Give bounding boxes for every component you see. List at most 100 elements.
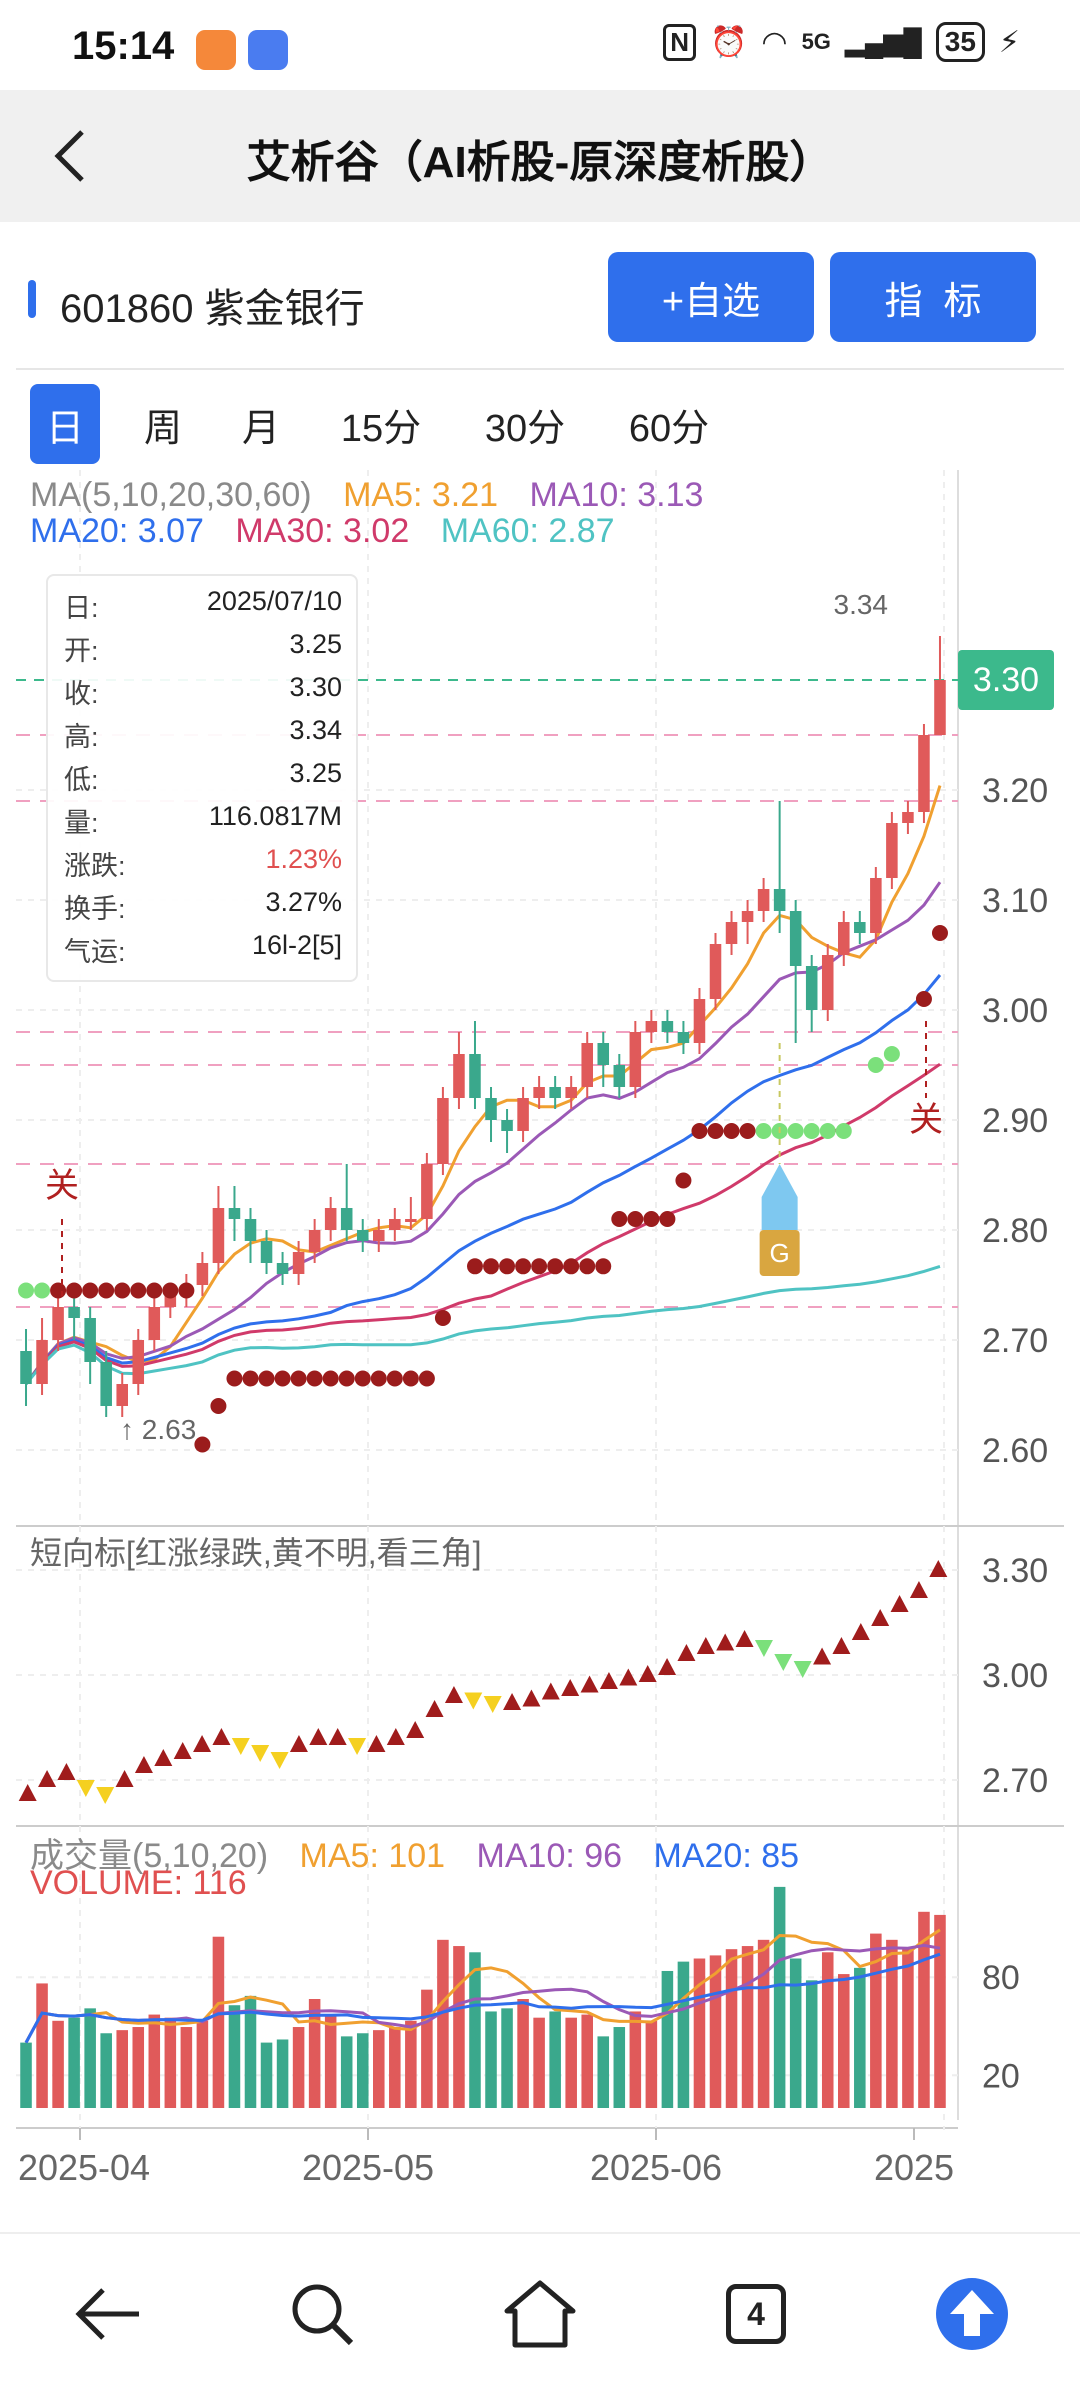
back-button[interactable] — [30, 116, 110, 196]
info-row: 日: 2025/07/10 — [64, 586, 342, 626]
stock-row: 601860 紫金银行 +自选 指 标 — [0, 232, 1080, 362]
volume-bar — [469, 1952, 481, 2108]
indicator-triangle-up — [619, 1668, 638, 1686]
info-key: 日: — [64, 593, 99, 623]
ma30-line — [24, 1062, 941, 1385]
info-value: 3.30 — [289, 672, 342, 702]
signal-icon: ▂▄▆█ — [844, 26, 922, 57]
candle-body — [613, 1065, 626, 1087]
tab-30min[interactable]: 30分 — [484, 407, 566, 450]
candle-body — [581, 1043, 593, 1087]
volume-bar — [212, 1936, 225, 2108]
volume-bar — [597, 2036, 610, 2108]
volume-bar — [693, 1958, 706, 2108]
high-price-label: 3.34 — [834, 589, 889, 620]
volume-bar — [854, 1967, 866, 2108]
nav-home-button[interactable] — [490, 2264, 590, 2364]
tab-month[interactable]: 月 — [241, 407, 280, 450]
volume-bar — [20, 2042, 32, 2108]
candle-body — [196, 1263, 209, 1285]
indicator-triangle-down — [348, 1738, 367, 1755]
indicator-triangle-up — [18, 1784, 37, 1801]
volume-bar — [68, 2017, 80, 2108]
ma20-legend: MA20: 3.07 — [30, 512, 204, 550]
indicator-triangle-up — [677, 1644, 696, 1661]
tab-day[interactable]: 日 — [30, 384, 100, 464]
candle-body — [870, 878, 882, 933]
volume-bar — [228, 2005, 241, 2108]
ma60-line — [24, 1264, 941, 1385]
indicator-triangle-up — [832, 1637, 851, 1654]
info-value: 3.27% — [265, 887, 342, 917]
current-price-tag: 3.30 — [958, 650, 1054, 710]
indicator-triangle-up — [212, 1728, 231, 1745]
indicator-triangle-up — [367, 1735, 386, 1752]
honor-app-icon — [248, 30, 288, 70]
candle-body — [84, 1318, 96, 1362]
ma-legend-line1: MA(5,10,20,30,60) MA5: 3.21 MA10: 3.13 — [30, 476, 725, 515]
volume-bar — [276, 2039, 289, 2108]
info-value: 2025/07/10 — [206, 586, 342, 616]
candle-body — [292, 1252, 305, 1274]
volume-ma10: MA10: 96 — [476, 1837, 623, 1875]
indicator-triangle-up — [909, 1581, 928, 1598]
volume-bar — [870, 1933, 882, 2108]
ma10-legend: MA10: 3.13 — [529, 476, 704, 514]
volume-bar — [148, 2014, 161, 2108]
add-watchlist-button[interactable]: +自选 — [608, 252, 814, 342]
close-signal-left: 关 — [45, 1167, 79, 1205]
nav-back-button[interactable] — [58, 2264, 158, 2364]
indicator-triangle-up — [522, 1689, 541, 1707]
indicator-triangle-down — [76, 1780, 95, 1797]
scroll-top-icon — [936, 2278, 1008, 2350]
stock-chart[interactable]: 3.203.103.002.902.802.702.603.34↑ 2.63关关… — [0, 470, 1080, 2190]
candle-body — [821, 955, 834, 1010]
indicator-button[interactable]: 指 标 — [830, 252, 1036, 342]
nfc-icon: N — [663, 23, 697, 61]
candle-body — [693, 999, 706, 1043]
candle-body — [629, 1032, 642, 1087]
support-dot — [290, 1370, 307, 1387]
candle-body — [132, 1340, 145, 1384]
candle-body — [421, 1164, 433, 1219]
indicator-triangle-down — [96, 1787, 115, 1804]
x-axis-label: 2025 — [874, 2147, 954, 2188]
back-arrow-icon — [75, 2288, 139, 2340]
volume-bar — [918, 1911, 930, 2108]
info-key: 高: — [64, 722, 99, 752]
nav-tabs-button[interactable]: 4 — [706, 2264, 806, 2364]
candle-body — [405, 1219, 417, 1222]
info-value: 1.23% — [265, 844, 342, 874]
info-key: 开: — [64, 636, 99, 666]
volume-bar — [677, 1961, 690, 2108]
tab-60min[interactable]: 60分 — [628, 407, 710, 450]
indicator-triangle-up — [425, 1700, 444, 1717]
volume-bar — [757, 1939, 770, 2108]
status-time: 15:14 — [72, 24, 175, 68]
indicator-triangle-down — [483, 1696, 502, 1713]
low-price-label: ↑ 2.63 — [120, 1414, 196, 1445]
support-dot — [547, 1258, 564, 1275]
ma10-line — [24, 881, 942, 1385]
indicator-triangle-up — [444, 1686, 463, 1703]
volume-bar — [741, 1946, 754, 2108]
info-key: 涨跌: — [64, 851, 126, 881]
stock-name: 601860 紫金银行 — [60, 287, 365, 331]
nav-scroll-top-button[interactable] — [922, 2264, 1022, 2364]
candle-body — [854, 922, 866, 933]
tab-15min[interactable]: 15分 — [340, 407, 422, 450]
tab-week[interactable]: 周 — [143, 407, 182, 450]
indicator-triangle-up — [328, 1728, 347, 1745]
price-axis-label: 2.80 — [982, 1212, 1048, 1250]
info-row: 量: 116.0817M — [64, 801, 342, 841]
nav-search-button[interactable] — [272, 2264, 372, 2364]
support-dot-green — [787, 1123, 804, 1139]
bottom-nav: 4 — [0, 2232, 1080, 2400]
indicator-triangle-down — [231, 1738, 250, 1755]
volume-bar — [453, 1946, 465, 2108]
indicator-triangle-up — [696, 1637, 715, 1654]
volume-bar — [340, 2036, 353, 2108]
candle-body — [68, 1307, 80, 1318]
indicator-triangle-up — [386, 1728, 405, 1745]
x-axis-label: 2025-04 — [18, 2147, 150, 2188]
